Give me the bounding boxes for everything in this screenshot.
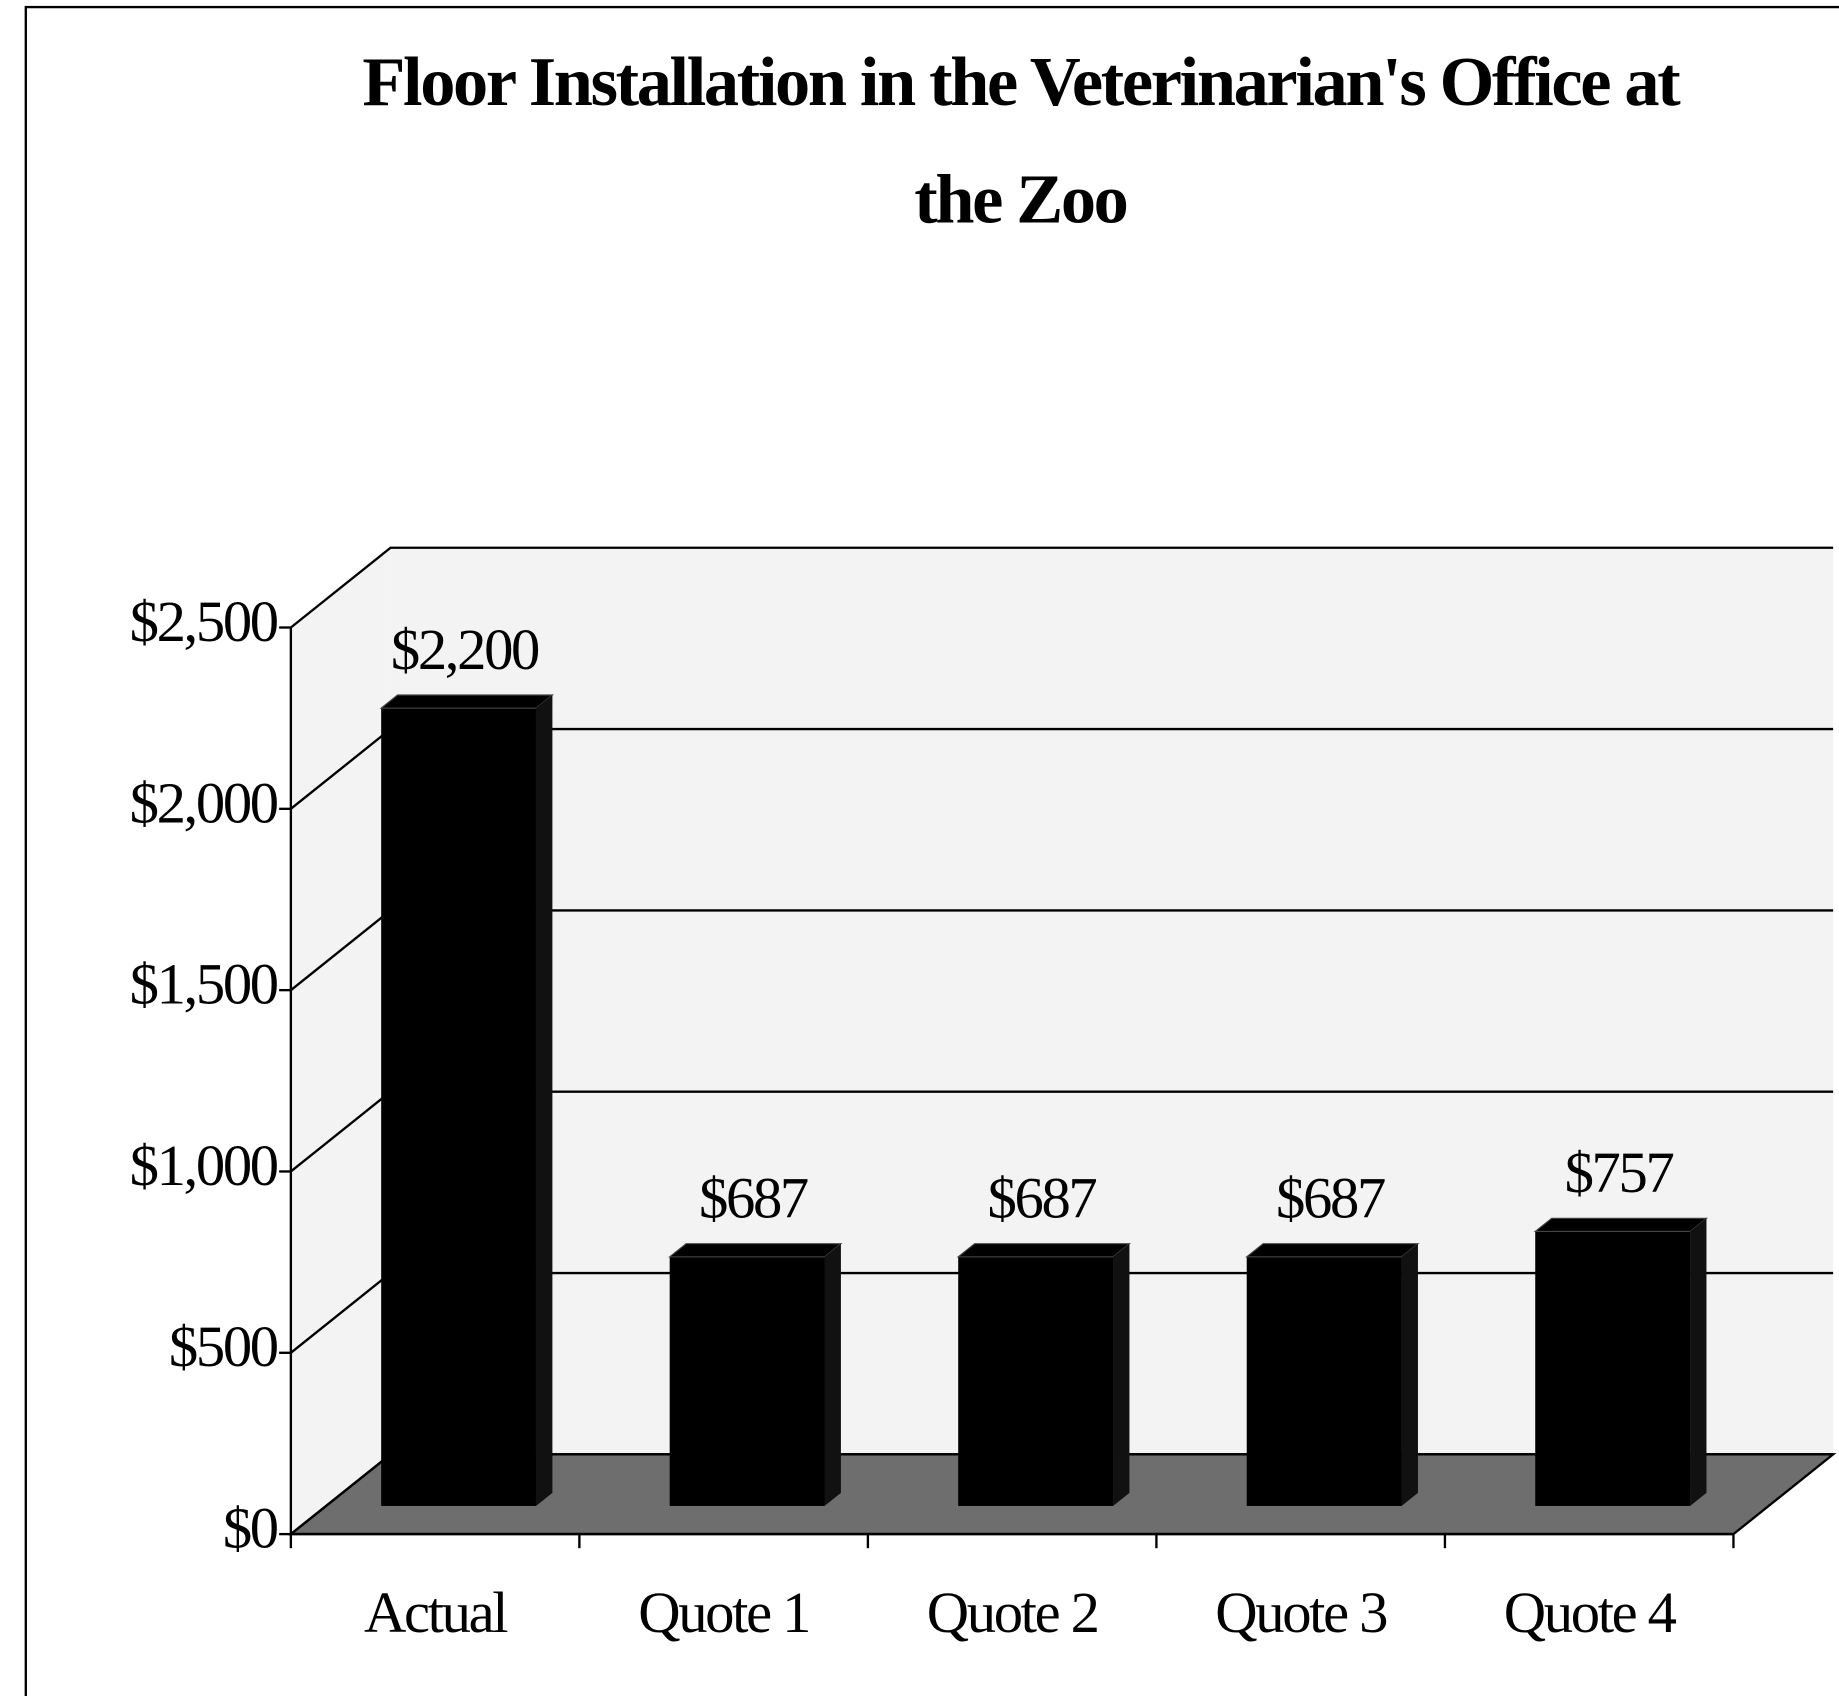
bar-side	[824, 1243, 841, 1506]
x-tick-label: Quote 1	[638, 1580, 809, 1645]
bar-top	[956, 1243, 1132, 1258]
bar-top	[379, 694, 555, 709]
value-label: $687	[1276, 1166, 1385, 1231]
y-tick-label: $1,500	[130, 952, 278, 1017]
bar	[958, 1256, 1114, 1506]
bar-side	[535, 695, 553, 1506]
y-tick-label: $2,000	[130, 770, 278, 835]
value-label: $757	[1565, 1140, 1674, 1205]
value-label: $687	[699, 1166, 808, 1231]
chart-title: Floor Installation in the Veterinarian's…	[362, 43, 1681, 238]
x-tick-label: Actual	[364, 1580, 508, 1645]
bar-top	[1533, 1217, 1709, 1233]
x-tick-label: Quote 4	[1504, 1580, 1677, 1645]
x-tick-label: Quote 3	[1215, 1580, 1387, 1645]
grid-line	[290, 546, 1834, 629]
value-label: $687	[988, 1166, 1097, 1231]
bar	[1246, 1256, 1402, 1506]
bar	[381, 708, 536, 1506]
chart-border	[24, 5, 1839, 1696]
y-tick-label: $1,000	[130, 1133, 278, 1198]
value-label: $2,200	[391, 617, 539, 682]
y-tick-label: $500	[169, 1314, 278, 1379]
y-tick-label: $2,500	[130, 589, 278, 654]
bar	[1535, 1231, 1691, 1506]
bar	[669, 1256, 825, 1506]
side-wall	[290, 547, 391, 1535]
bar-side	[1690, 1218, 1707, 1506]
x-tick-label: Quote 2	[927, 1580, 1098, 1645]
bar-side	[1401, 1243, 1418, 1506]
bar-side	[1113, 1243, 1130, 1506]
bar-top	[668, 1243, 843, 1258]
bar-top	[1245, 1243, 1420, 1258]
y-tick-label: $0	[223, 1496, 278, 1561]
back-wall	[390, 547, 1834, 1455]
